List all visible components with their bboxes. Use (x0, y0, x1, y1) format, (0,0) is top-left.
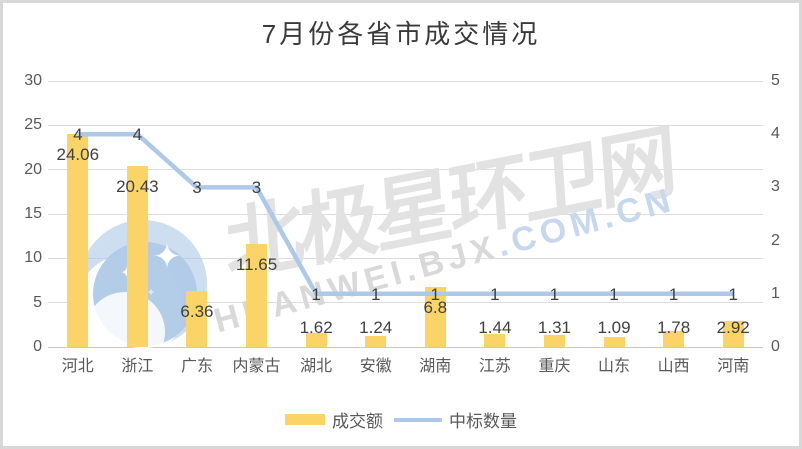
bar-value-label: 1.62 (299, 318, 333, 337)
bar-河南 (722, 321, 744, 347)
bar-安徽 (365, 336, 387, 347)
line-value-label: 1 (549, 284, 560, 304)
x-axis-category-label: 山西 (657, 358, 690, 375)
plot-grid-area (48, 80, 763, 348)
line-value-label: 1 (370, 284, 381, 304)
left-axis-tick: 25 (24, 116, 42, 134)
bar-重庆 (543, 335, 565, 347)
plot-data-area: 24.06 20.43 6.36 11.65 1.62 1.24 6.8 1.44 1.31 1.… (48, 81, 763, 347)
left-axis-tick: 0 (33, 338, 42, 355)
gridline (48, 302, 763, 304)
left-axis-tick: 15 (24, 205, 42, 222)
chart-legend: 成交额 中标数量 (0, 407, 802, 432)
line-value-label: 1 (609, 284, 619, 304)
left-axis-tick: 10 (24, 249, 42, 267)
right-axis-tick: 2 (771, 231, 780, 249)
line-value-label: 4 (132, 125, 143, 145)
x-axis-category-label: 广东 (180, 358, 213, 375)
bar-value-label: 1.09 (597, 318, 631, 337)
x-axis-category-label: 山东 (598, 358, 631, 375)
legend-bar-swatch-icon (285, 414, 325, 425)
bar-value-label: 2.92 (716, 318, 750, 337)
line-value-label: 1 (430, 284, 441, 304)
x-axis-category-label: 重庆 (538, 358, 571, 375)
x-axis-category-label: 江苏 (478, 358, 511, 375)
right-axis-tick: 3 (771, 178, 780, 196)
bar-湖北 (305, 332, 327, 347)
bar-江苏 (484, 334, 506, 347)
left-axis-tick: 5 (33, 293, 42, 311)
x-axis-line (48, 346, 763, 348)
gridline (48, 213, 763, 215)
bar-河北 (67, 133, 89, 347)
x-axis-category-label: 内蒙古 (232, 358, 281, 375)
x-axis-category-label: 湖北 (300, 358, 333, 375)
bar-山东 (603, 337, 625, 347)
right-axis-tick: 0 (771, 338, 780, 355)
left-axis-tick: 30 (24, 72, 42, 89)
bar-value-label: 1.44 (478, 318, 512, 337)
line-value-label: 3 (192, 178, 202, 198)
bar-value-label: 20.43 (116, 176, 159, 196)
right-axis-tick: 4 (771, 125, 780, 143)
gridline (48, 124, 763, 126)
gridline (48, 80, 763, 82)
bar-value-label: 24.06 (56, 144, 100, 164)
x-axis-category-label: 湖南 (419, 358, 452, 375)
line-value-label: 1 (311, 284, 321, 304)
legend-bar-label: 成交额 (332, 412, 383, 431)
chart-title: 7月份各省市成交情况 (261, 19, 541, 49)
bar-value-label: 6.36 (180, 301, 214, 321)
bar-浙江 (126, 165, 148, 347)
gridline (48, 169, 763, 171)
bar-湖南 (424, 286, 446, 347)
x-axis-category-label: 河南 (717, 358, 750, 375)
bar-山西 (663, 331, 685, 347)
right-axis-tick: 1 (771, 284, 780, 302)
bar-value-label: 1.31 (537, 318, 571, 337)
line-series (77, 131, 734, 297)
x-axis-category-label: 安徽 (359, 358, 392, 375)
x-axis-category-label: 浙江 (121, 358, 154, 375)
line-value-label: 4 (73, 125, 83, 145)
bar-内蒙古 (246, 243, 268, 347)
bar-value-label: 1.78 (657, 318, 691, 337)
line-value-label: 1 (668, 284, 679, 304)
bar-value-label: 1.24 (359, 318, 393, 337)
legend-line-swatch-icon (394, 417, 442, 422)
line-value-label: 1 (490, 284, 500, 304)
bar-value-label: 6.8 (423, 297, 448, 317)
bar-value-label: 11.65 (235, 254, 278, 274)
left-axis-tick: 20 (24, 160, 42, 178)
right-axis-tick: 5 (771, 72, 780, 89)
line-value-label: 1 (728, 284, 738, 304)
gridline (48, 257, 763, 259)
bar-广东 (186, 290, 208, 347)
x-axis-category-label: 河北 (61, 358, 94, 375)
legend-line-label: 中标数量 (449, 412, 517, 431)
line-value-label: 3 (251, 178, 262, 198)
